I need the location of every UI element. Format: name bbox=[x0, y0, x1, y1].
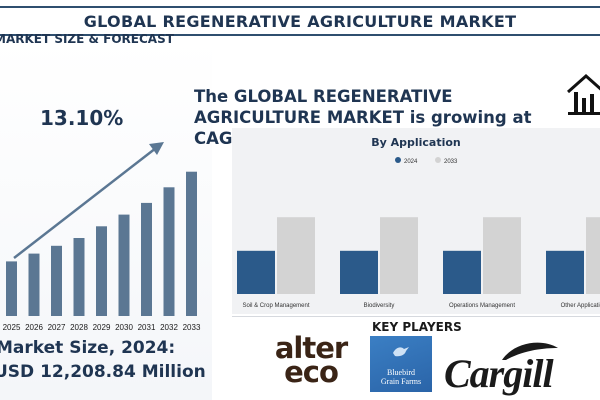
growth-tick-label: 2028 bbox=[70, 323, 88, 332]
application-chart: By Application 2024 2033 Soil & Crop Manage… bbox=[237, 136, 600, 309]
application-category-label: Operations Management bbox=[449, 303, 515, 309]
cargill-logo: Cargill bbox=[444, 340, 584, 396]
growth-tick-label: 2033 bbox=[183, 323, 201, 332]
leaf-icon bbox=[502, 342, 558, 360]
trend-arrow-head bbox=[149, 142, 164, 155]
application-category-label: Biodiversity bbox=[364, 303, 395, 309]
growth-tick-label: 2030 bbox=[115, 323, 133, 332]
cagr-headline: The GLOBAL REGENERATIVE AGRICULTURE MARK… bbox=[194, 87, 532, 148]
application-category-label: Other Applications bbox=[561, 303, 600, 309]
legend-label: 2033 bbox=[444, 159, 458, 165]
growth-bar bbox=[51, 245, 62, 316]
growth-bar bbox=[163, 187, 175, 316]
growth-tick-label: 2026 bbox=[25, 323, 43, 332]
trend-arrow-line bbox=[13, 147, 157, 259]
title-bar: GLOBAL REGENERATIVE AGRICULTURE MARKET bbox=[0, 6, 600, 36]
page-title: GLOBAL REGENERATIVE AGRICULTURE MARKET bbox=[83, 11, 517, 31]
growth-bar bbox=[118, 214, 130, 316]
divider bbox=[232, 316, 600, 317]
growth-bar bbox=[96, 226, 107, 316]
growth-tick-label: 2032 bbox=[160, 323, 178, 332]
growth-tick-label: 2031 bbox=[138, 323, 156, 332]
market-size-panel bbox=[0, 40, 212, 400]
application-bar bbox=[380, 217, 418, 294]
cagr-label: 13.10% bbox=[40, 106, 124, 130]
bluebird-logo-line1: Bluebird bbox=[387, 368, 415, 377]
growth-chart: 2025 2026 2027 2028 2029 2030 2031 2032 2033 bbox=[3, 142, 201, 332]
application-bar bbox=[443, 250, 481, 294]
legend-swatch bbox=[435, 157, 441, 163]
legend-swatch bbox=[395, 157, 401, 163]
bluebird-logo: Bluebird Grain Farms bbox=[370, 336, 432, 392]
application-bar bbox=[237, 250, 275, 294]
growth-bar bbox=[28, 253, 40, 316]
house-icon bbox=[567, 73, 600, 115]
growth-bar bbox=[186, 171, 197, 316]
alter-eco-logo: alter eco bbox=[266, 331, 356, 389]
application-bar bbox=[546, 250, 584, 294]
application-bar bbox=[586, 217, 600, 294]
cargill-logo-text: Cargill bbox=[444, 351, 554, 396]
application-chart-title: By Application bbox=[371, 136, 461, 149]
growth-bar bbox=[6, 261, 17, 316]
alter-eco-logo-line1: alter bbox=[274, 331, 348, 365]
growth-tick-label: 2025 bbox=[3, 323, 21, 332]
bird-icon bbox=[393, 347, 409, 357]
growth-tick-label: 2029 bbox=[93, 323, 111, 332]
application-category-label: Soil & Crop Management bbox=[242, 303, 309, 309]
alter-eco-logo-line2: eco bbox=[284, 355, 339, 389]
application-bar bbox=[483, 217, 521, 294]
growth-bar bbox=[141, 202, 152, 316]
application-bar bbox=[277, 217, 315, 294]
legend-label: 2024 bbox=[404, 159, 418, 165]
application-bar bbox=[340, 250, 378, 294]
bluebird-logo-line2: Grain Farms bbox=[380, 377, 422, 386]
market-size-label: Market Size, 2024: bbox=[0, 338, 176, 358]
market-size-heading: MARKET SIZE & FORECAST bbox=[0, 32, 174, 46]
growth-bar bbox=[73, 238, 85, 316]
market-size-value: USD 12,208.84 Million bbox=[0, 362, 206, 382]
key-players-title: KEY PLAYERS bbox=[372, 320, 462, 334]
growth-tick-label: 2027 bbox=[48, 323, 66, 332]
